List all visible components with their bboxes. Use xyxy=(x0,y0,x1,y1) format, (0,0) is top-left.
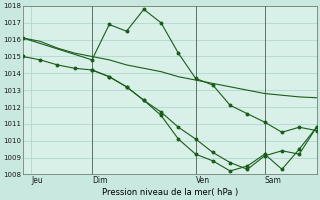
X-axis label: Pression niveau de la mer( hPa ): Pression niveau de la mer( hPa ) xyxy=(101,188,238,197)
